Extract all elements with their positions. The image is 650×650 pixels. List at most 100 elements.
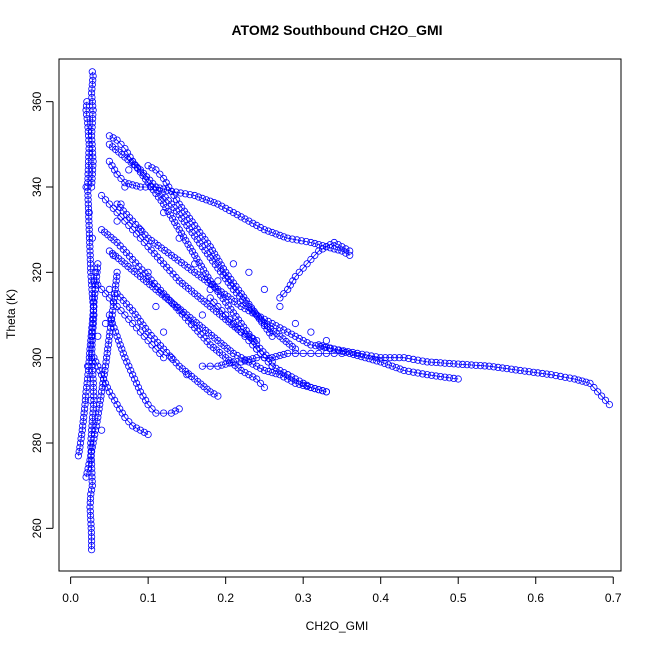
data-point (136, 317, 144, 325)
data-point (140, 428, 148, 436)
data-point (101, 362, 110, 370)
data-point (245, 336, 253, 345)
data-point (191, 251, 199, 259)
data-point (197, 262, 205, 270)
data-point (148, 341, 156, 349)
data-point (222, 298, 230, 306)
chart-title: ATOM2 Southbound CH2O_GMI (231, 22, 442, 38)
data-point (291, 272, 299, 281)
data-point (188, 218, 196, 226)
data-point (280, 373, 288, 381)
y-axis-label: Theta (K) (4, 289, 18, 339)
data-point (116, 341, 124, 349)
data-point (81, 396, 90, 404)
data-point (80, 409, 88, 417)
data-point (342, 249, 350, 257)
data-point (132, 324, 141, 332)
data-point (152, 302, 160, 311)
data-point (365, 355, 373, 363)
data-point (291, 332, 299, 340)
data-point (198, 362, 206, 370)
data-point (162, 179, 170, 187)
data-point (84, 191, 92, 200)
data-point (88, 119, 96, 127)
data-point (322, 388, 330, 396)
data-point (84, 464, 92, 473)
data-point (85, 226, 93, 234)
data-point (219, 294, 227, 303)
data-point (87, 490, 95, 498)
data-point (88, 345, 96, 353)
data-point (225, 359, 234, 367)
data-point (121, 179, 129, 187)
data-point (208, 246, 216, 254)
data-point (516, 366, 524, 375)
data-point (436, 372, 445, 381)
data-point (87, 277, 96, 285)
data-point (121, 145, 129, 153)
data-point (144, 336, 152, 345)
data-point (191, 191, 199, 200)
data-point (85, 221, 93, 229)
data-point (286, 281, 294, 289)
data-point (206, 285, 214, 293)
data-point (117, 307, 125, 315)
data-point (454, 375, 462, 383)
data-point (83, 379, 91, 387)
data-point (88, 460, 96, 468)
data-point (253, 221, 261, 229)
data-point (89, 405, 97, 413)
data-point (83, 98, 91, 106)
data-point (94, 260, 102, 268)
data-point (104, 341, 112, 349)
data-point (105, 388, 114, 396)
data-point (256, 349, 265, 357)
data-point (123, 358, 131, 366)
data-point (214, 277, 222, 285)
data-point (245, 356, 253, 364)
data-point (400, 354, 408, 362)
data-point (86, 499, 94, 507)
data-point (404, 354, 413, 363)
data-point (98, 388, 106, 396)
data-point (149, 186, 157, 194)
data-point (388, 362, 396, 370)
data-point (105, 157, 114, 165)
data-point (125, 166, 133, 174)
y-tick-label: 320 (30, 262, 44, 282)
data-point (291, 345, 299, 353)
data-point (214, 287, 222, 296)
data-point (88, 537, 96, 545)
data-point (175, 226, 183, 234)
data-point (113, 209, 121, 217)
data-point (222, 204, 230, 212)
data-point (307, 255, 315, 264)
data-point (249, 355, 257, 363)
data-point (152, 409, 160, 417)
data-point (289, 277, 297, 285)
data-point (90, 388, 98, 396)
data-point (299, 349, 307, 357)
data-point (218, 307, 226, 315)
data-point (84, 162, 93, 170)
data-point (86, 243, 94, 251)
data-point (253, 336, 261, 345)
data-point (160, 174, 168, 183)
data-point (601, 396, 610, 404)
data-point (253, 345, 261, 353)
data-point (196, 228, 204, 237)
data-point (82, 388, 90, 396)
data-point (229, 209, 237, 217)
data-point (284, 328, 292, 336)
data-point (521, 367, 529, 375)
data-point (92, 277, 100, 285)
data-point (450, 374, 458, 382)
data-point (88, 541, 96, 550)
data-point (237, 302, 245, 311)
x-axis: 0.0 0.1 0.2 0.3 0.4 0.5 0.6 0.7 (62, 576, 622, 605)
data-point (202, 196, 210, 204)
data-point (160, 209, 168, 217)
data-point (264, 227, 272, 235)
data-point (125, 221, 133, 229)
